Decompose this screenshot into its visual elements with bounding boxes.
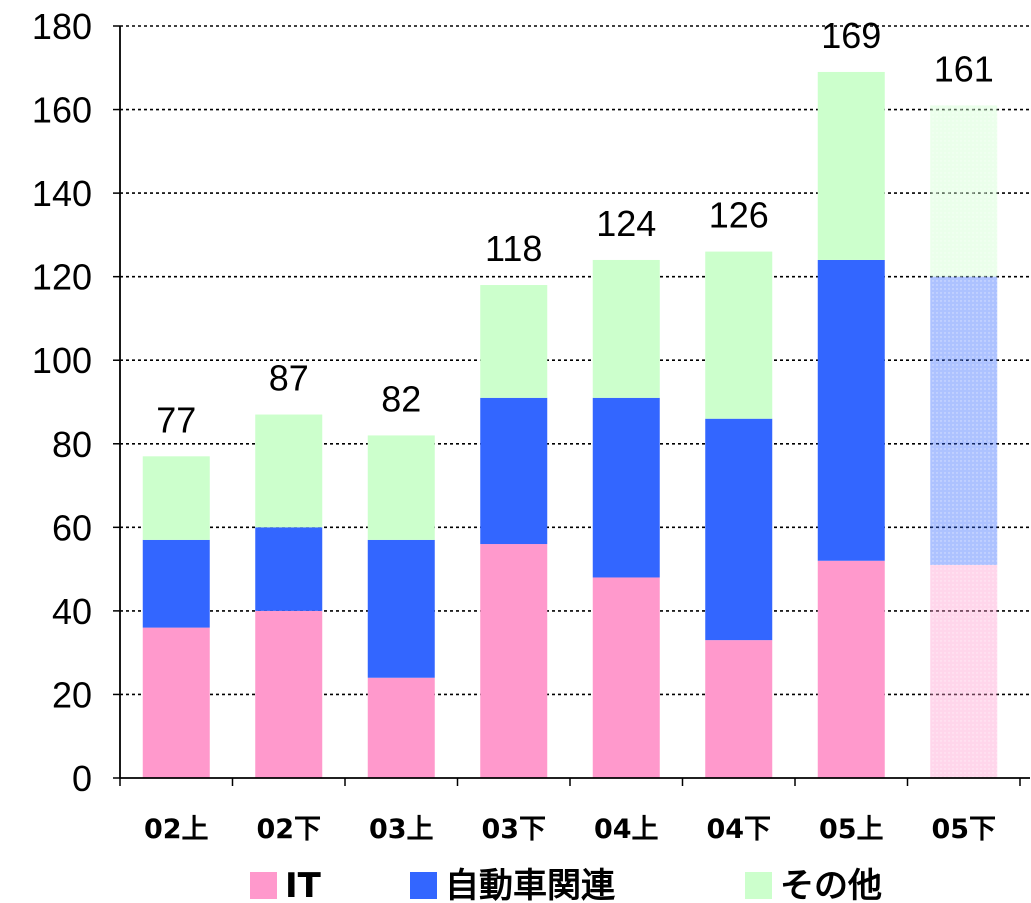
y-axis-tick-label: 0 bbox=[72, 758, 92, 799]
bar-segment-1 bbox=[480, 544, 548, 778]
y-axis-tick-label: 60 bbox=[52, 507, 92, 548]
bar-segment-3 bbox=[705, 251, 773, 419]
legend-swatch bbox=[745, 872, 772, 899]
bar-segment-texture bbox=[930, 564, 998, 778]
bar-total-label: 118 bbox=[485, 228, 542, 269]
bar-segment-2 bbox=[817, 259, 885, 561]
x-axis-tick-label: 05上 bbox=[819, 814, 884, 845]
x-axis-tick-label: 03上 bbox=[369, 814, 434, 845]
x-axis-tick-label: 02下 bbox=[256, 814, 321, 845]
bar-segment-1 bbox=[142, 627, 210, 778]
bar-total-labels: 77 87 82 118 124 126 169 161 bbox=[156, 15, 994, 440]
bar-segment-2 bbox=[142, 539, 210, 628]
bar-segment-3 bbox=[142, 456, 210, 540]
legend-label: IT bbox=[285, 866, 322, 903]
legend-swatch bbox=[250, 872, 277, 899]
bar-segment-2 bbox=[367, 539, 435, 678]
x-axis-tick-label: 04下 bbox=[706, 814, 771, 845]
bar-total-label: 126 bbox=[709, 195, 769, 236]
bar-segment-1 bbox=[367, 677, 435, 778]
bar-segment-texture bbox=[930, 276, 998, 565]
y-axis-tick-label: 140 bbox=[32, 173, 92, 214]
bar-total-label: 77 bbox=[156, 399, 196, 440]
bar-segment-3 bbox=[255, 414, 323, 528]
axes bbox=[113, 25, 1030, 786]
y-axis-tick-label: 100 bbox=[32, 340, 92, 381]
bar-segment-2 bbox=[480, 397, 548, 545]
y-axis-tick-label: 40 bbox=[52, 591, 92, 632]
y-axis-tick-label: 20 bbox=[52, 674, 92, 715]
bar-segment-1 bbox=[255, 610, 323, 778]
y-axis-tick-label: 120 bbox=[32, 257, 92, 298]
bar-segment-2 bbox=[705, 418, 773, 641]
bar-total-label: 87 bbox=[269, 358, 309, 399]
y-axis-tick-labels: 0 20 40 60 80 100 120 140 160 180 bbox=[32, 6, 92, 799]
bar-segment-3 bbox=[480, 285, 548, 398]
legend: IT 自動車関連 その他 bbox=[250, 866, 882, 903]
y-axis-tick-label: 160 bbox=[32, 90, 92, 131]
x-axis-tick-label: 04上 bbox=[594, 814, 659, 845]
bar-segment-2 bbox=[255, 527, 323, 611]
bar-segment-3 bbox=[367, 435, 435, 540]
bar-total-label: 169 bbox=[821, 15, 881, 56]
x-axis-tick-label: 02上 bbox=[144, 814, 209, 845]
bar-segment-3 bbox=[817, 71, 885, 260]
x-axis-tick-label: 03下 bbox=[481, 814, 546, 845]
legend-label: その他 bbox=[780, 866, 882, 903]
y-axis-tick-label: 80 bbox=[52, 424, 92, 465]
bar-segment-texture bbox=[930, 105, 998, 277]
y-axis-tick-label: 180 bbox=[32, 6, 92, 47]
x-axis-tick-labels: 02上 02下 03上 03下 04上 04下 05上 05下 bbox=[144, 814, 996, 845]
bar-total-label: 82 bbox=[381, 378, 421, 419]
bar-segment-1 bbox=[592, 577, 660, 778]
bar-segment-1 bbox=[705, 640, 773, 778]
bar-segment-1 bbox=[817, 560, 885, 778]
bar-total-label: 161 bbox=[934, 48, 994, 89]
bar-segment-2 bbox=[592, 397, 660, 578]
legend-label: 自動車関連 bbox=[445, 866, 616, 903]
x-axis-tick-label: 05下 bbox=[931, 814, 996, 845]
bar-segment-3 bbox=[592, 259, 660, 398]
bar-total-label: 124 bbox=[596, 203, 656, 244]
bars bbox=[142, 71, 998, 778]
legend-swatch bbox=[410, 872, 437, 899]
